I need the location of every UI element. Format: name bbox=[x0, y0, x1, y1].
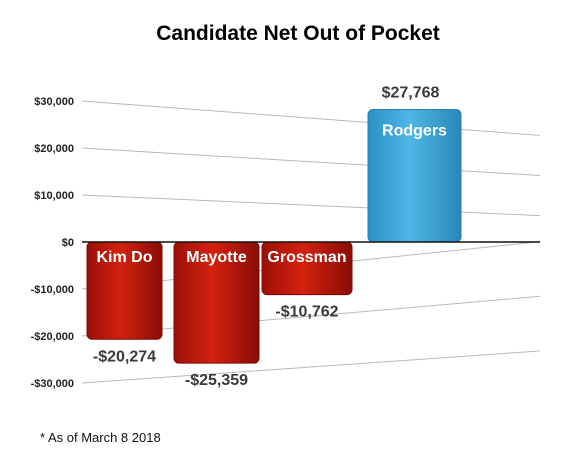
bar-value-label: -$20,274 bbox=[93, 348, 156, 365]
gridline bbox=[81, 194, 541, 217]
y-tick-label: $20,000 bbox=[34, 143, 74, 155]
gridline bbox=[81, 147, 541, 176]
y-tick-label: $0 bbox=[62, 237, 74, 249]
y-tick-label: -$10,000 bbox=[31, 284, 74, 296]
bars bbox=[86, 108, 462, 364]
gridline bbox=[81, 350, 541, 384]
y-tick-label: $30,000 bbox=[34, 96, 74, 108]
y-tick-label: -$30,000 bbox=[31, 378, 74, 390]
bar-value-label: -$10,762 bbox=[275, 304, 338, 321]
gridline bbox=[81, 100, 541, 136]
bar-category-label: Grossman bbox=[267, 249, 346, 266]
chart-title: Candidate Net Out of Pocket bbox=[156, 22, 440, 45]
y-tick-label: -$20,000 bbox=[31, 331, 74, 343]
bar-value-label: -$25,359 bbox=[185, 372, 248, 389]
bar-category-label: Mayotte bbox=[186, 249, 247, 266]
y-axis-ticks: $30,000 $20,000 $10,000 $0 -$10,000 -$20,000 -… bbox=[31, 96, 74, 390]
bar-labels: Kim Do -$20,274 Mayotte -$25,359 Grossman -$1… bbox=[93, 84, 447, 389]
y-tick-label: $10,000 bbox=[34, 190, 74, 202]
bar-category-label: Rodgers bbox=[382, 122, 447, 139]
bar-value-label: $27,768 bbox=[382, 84, 440, 101]
footnote: * As of March 8 2018 bbox=[40, 430, 161, 445]
bar-category-label: Kim Do bbox=[97, 249, 153, 266]
